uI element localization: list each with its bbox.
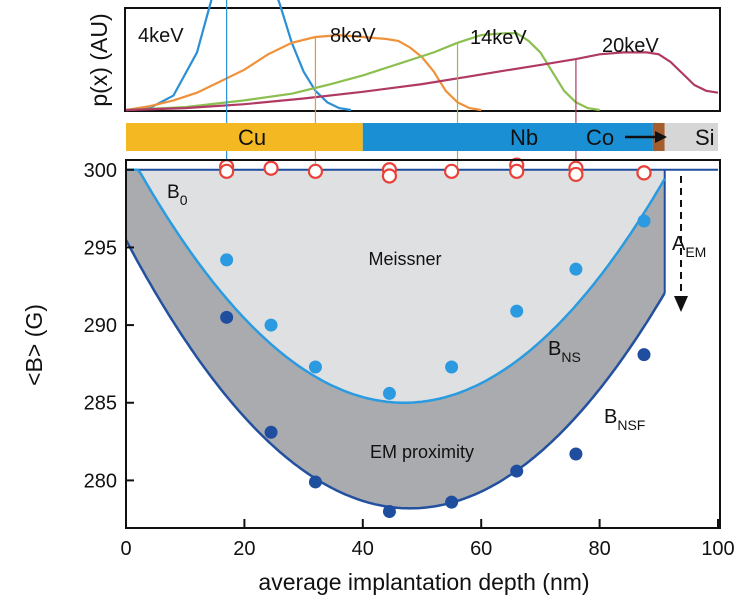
top-panel-frame <box>124 7 721 112</box>
profile-curve-4keV <box>125 0 352 112</box>
b0-label: B0 <box>167 182 188 208</box>
y-axis-title: <B> (G) <box>21 304 47 386</box>
ns-point <box>308 360 322 374</box>
ns-point <box>637 214 651 228</box>
em-proximity-region <box>126 169 665 509</box>
bns-label-sub: NS <box>561 349 580 365</box>
energy-label-4keV: 4keV <box>138 25 184 47</box>
aem-arrow-head <box>674 296 688 312</box>
x-tick-label: 0 <box>120 538 131 560</box>
aem-label: AEM <box>672 233 706 260</box>
ns-point <box>510 304 524 318</box>
ns-point <box>382 386 396 400</box>
data-points <box>219 157 652 518</box>
top-y-axis-title: p(x) (AU) <box>86 13 112 106</box>
layer-Si <box>664 123 718 151</box>
aem-label-sub: EM <box>685 244 706 260</box>
nsf-point <box>382 504 396 518</box>
x-tick-label: 80 <box>588 538 610 560</box>
meissner-label: Meissner <box>368 249 441 269</box>
y-tick-label: 295 <box>84 237 117 259</box>
layer-Cu <box>126 123 363 151</box>
bnsf-label-main: B <box>604 406 617 428</box>
axis-ticks: 0 20 40 60 80 100 280 285 290 295 300 <box>84 160 735 560</box>
energy-labels: 4keV 8keV 14keV 20keV <box>138 25 659 57</box>
profile-curve-20keV <box>125 51 719 112</box>
layer-label-Cu: Cu <box>238 125 266 150</box>
main-panel-frame <box>125 159 721 529</box>
ns-point <box>264 318 278 332</box>
open-point <box>636 165 652 181</box>
x-axis-title: average implantation depth (nm) <box>258 569 589 595</box>
meissner-region <box>126 169 665 403</box>
bnsf-label-sub: NSF <box>617 417 645 433</box>
energy-label-20keV: 20keV <box>602 35 659 57</box>
layer-label-Nb: Nb <box>510 125 538 150</box>
profile-curve-14keV <box>125 32 600 112</box>
open-point <box>509 163 525 179</box>
y-tick-label: 280 <box>84 470 117 492</box>
ns-point <box>445 360 459 374</box>
co-arrow-head <box>655 131 667 143</box>
layer-label-Si: Si <box>695 125 715 150</box>
layer-label-Co: Co <box>586 125 614 150</box>
aem-label-main: A <box>672 233 686 255</box>
shaded-regions <box>126 169 665 509</box>
y-tick-label: 285 <box>84 393 117 415</box>
nsf-point <box>264 425 278 439</box>
y-tick-label: 300 <box>84 160 117 182</box>
energy-label-8keV: 8keV <box>330 25 376 47</box>
curve-b-ns <box>126 168 666 404</box>
nsf-point <box>510 464 524 478</box>
x-tick-label: 100 <box>701 538 734 560</box>
fit-curves <box>124 168 718 510</box>
profile-curve-8keV <box>125 33 482 112</box>
bns-label-main: B <box>548 338 561 360</box>
b0-label-main: B <box>167 182 180 203</box>
nsf-point <box>308 475 322 489</box>
open-point <box>568 166 584 183</box>
nsf-point <box>569 447 583 461</box>
ns-point <box>569 262 583 276</box>
energy-label-14keV: 14keV <box>470 27 527 49</box>
open-point <box>307 163 324 179</box>
x-tick-label: 40 <box>352 538 374 560</box>
bnsf-label: BNSF <box>604 406 645 433</box>
nsf-point <box>445 495 459 509</box>
open-point <box>263 160 279 176</box>
open-point <box>219 163 235 179</box>
x-tick-label: 60 <box>470 538 492 560</box>
layer-stack-bar: Cu Nb Si Co <box>126 123 718 151</box>
layer-Nb <box>362 123 653 151</box>
curve-b-nsf <box>124 239 666 510</box>
profile-curves <box>125 0 719 112</box>
x-tick-label: 20 <box>233 538 255 560</box>
nsf-point <box>637 348 651 362</box>
em-proximity-label: EM proximity <box>370 442 474 462</box>
nsf-point <box>220 310 234 324</box>
bns-label: BNS <box>548 338 581 365</box>
y-tick-label: 290 <box>84 315 117 337</box>
b0-label-sub: 0 <box>180 192 188 208</box>
implantation-profile-panel: 4keV 8keV 14keV 20keV p(x) (AU) <box>86 0 721 178</box>
ns-point <box>220 253 234 267</box>
open-point <box>381 168 398 184</box>
open-point <box>444 163 460 179</box>
